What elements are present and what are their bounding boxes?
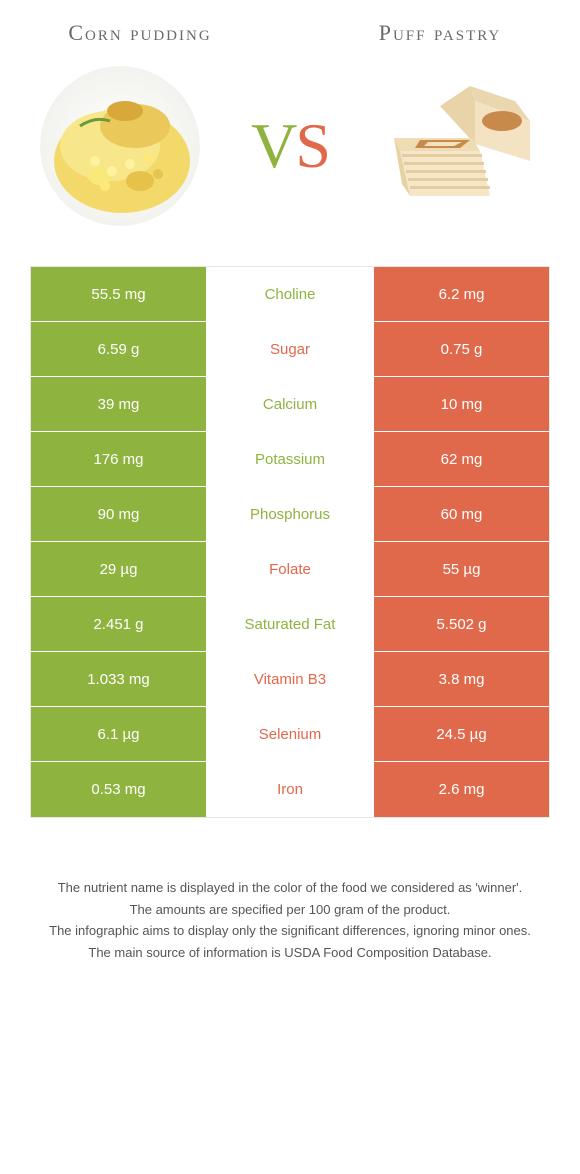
footnote-line: The nutrient name is displayed in the co… (40, 878, 540, 898)
vs-label: VS (251, 109, 329, 183)
value-right: 24.5 µg (374, 707, 549, 761)
table-row: 2.451 gSaturated Fat5.502 g (31, 597, 549, 652)
nutrient-label: Choline (206, 267, 374, 321)
table-row: 90 mgPhosphorus60 mg (31, 487, 549, 542)
footnote-line: The main source of information is USDA F… (40, 943, 540, 963)
nutrient-label: Iron (206, 762, 374, 817)
footnote-line: The amounts are specified per 100 gram o… (40, 900, 540, 920)
table-row: 39 mgCalcium10 mg (31, 377, 549, 432)
value-left: 6.59 g (31, 322, 206, 376)
value-left: 55.5 mg (31, 267, 206, 321)
value-right: 3.8 mg (374, 652, 549, 706)
table-row: 1.033 mgVitamin B33.8 mg (31, 652, 549, 707)
value-left: 1.033 mg (31, 652, 206, 706)
value-left: 2.451 g (31, 597, 206, 651)
value-right: 60 mg (374, 487, 549, 541)
value-right: 62 mg (374, 432, 549, 486)
nutrient-label: Selenium (206, 707, 374, 761)
footnote-line: The infographic aims to display only the… (40, 921, 540, 941)
nutrient-label: Saturated Fat (206, 597, 374, 651)
nutrient-label: Potassium (206, 432, 374, 486)
footnotes: The nutrient name is displayed in the co… (40, 878, 540, 962)
value-right: 55 µg (374, 542, 549, 596)
food-title-left: Corn pudding (40, 20, 240, 46)
hero-row: VS (0, 56, 580, 266)
table-row: 6.1 µgSelenium24.5 µg (31, 707, 549, 762)
comparison-table: 55.5 mgCholine6.2 mg6.59 gSugar0.75 g39 … (30, 266, 550, 818)
table-row: 176 mgPotassium62 mg (31, 432, 549, 487)
value-right: 5.502 g (374, 597, 549, 651)
table-row: 29 µgFolate55 µg (31, 542, 549, 597)
food-title-right: Puff pastry (340, 20, 540, 46)
value-left: 176 mg (31, 432, 206, 486)
value-left: 6.1 µg (31, 707, 206, 761)
nutrient-label: Phosphorus (206, 487, 374, 541)
table-row: 6.59 gSugar0.75 g (31, 322, 549, 377)
nutrient-label: Calcium (206, 377, 374, 431)
food-image-left (40, 66, 200, 226)
nutrient-label: Sugar (206, 322, 374, 376)
nutrient-label: Folate (206, 542, 374, 596)
food-image-right (380, 66, 540, 226)
value-right: 6.2 mg (374, 267, 549, 321)
vs-v: V (251, 110, 295, 181)
value-left: 29 µg (31, 542, 206, 596)
value-left: 90 mg (31, 487, 206, 541)
value-right: 0.75 g (374, 322, 549, 376)
vs-s: S (295, 110, 329, 181)
value-left: 0.53 mg (31, 762, 206, 817)
nutrient-label: Vitamin B3 (206, 652, 374, 706)
header: Corn pudding Puff pastry (0, 0, 580, 56)
value-left: 39 mg (31, 377, 206, 431)
value-right: 10 mg (374, 377, 549, 431)
table-row: 0.53 mgIron2.6 mg (31, 762, 549, 817)
value-right: 2.6 mg (374, 762, 549, 817)
table-row: 55.5 mgCholine6.2 mg (31, 267, 549, 322)
